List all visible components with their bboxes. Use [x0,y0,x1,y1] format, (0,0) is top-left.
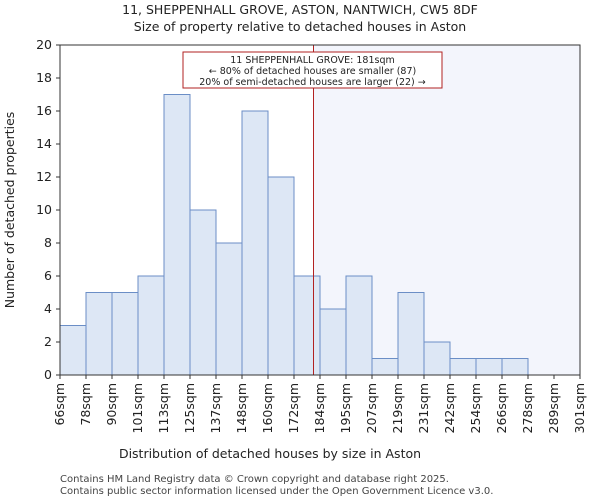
y-axis-label: Number of detached properties [2,112,17,309]
x-tick-label: 160sqm [260,383,275,433]
bar [293,275,321,376]
bar [475,358,503,376]
y-tick-label: 2 [44,334,52,349]
y-tick-label: 6 [44,268,52,283]
x-tick-label: 90sqm [104,383,119,426]
bar [137,275,165,376]
y-tick-label: 16 [36,103,52,118]
bar [397,292,425,376]
x-tick-label: 289sqm [546,383,561,433]
x-tick-label: 184sqm [312,383,327,433]
chart-subtitle: Size of property relative to detached ho… [134,19,466,34]
annotation-line: ← 80% of detached houses are smaller (87… [209,66,416,77]
bar [371,358,399,376]
bar [319,308,347,376]
footer-line-2: Contains public sector information licen… [60,486,493,497]
chart-title: 11, SHEPPENHALL GROVE, ASTON, NANTWICH, … [122,2,478,17]
bar [85,292,113,376]
y-tick-label: 18 [36,70,52,85]
annotation-line: 20% of semi-detached houses are larger (… [199,77,426,88]
x-tick-label: 66sqm [52,383,67,426]
x-tick-label: 137sqm [208,383,223,433]
x-tick-label: 78sqm [78,383,93,426]
plot-area: 0 2 4 6 8 10 12 14 16 18 20 66sqm 78sqm 90sqm 101sqm 11… [36,37,587,433]
y-tick-label: 4 [44,301,52,316]
bar [111,292,139,376]
bar [163,94,191,376]
bar [449,358,477,376]
x-tick-label: 148sqm [234,383,249,433]
y-tick-label: 10 [36,202,52,217]
annotation-box [182,51,443,89]
x-tick-label: 278sqm [520,383,535,433]
x-tick-label: 219sqm [390,383,405,433]
y-tick-label: 20 [36,37,52,52]
y-tick-label: 8 [44,235,52,250]
bar [241,110,269,376]
x-tick-label: 301sqm [572,383,587,433]
bar [267,176,295,376]
bar [423,341,451,376]
x-tick-label: 207sqm [364,383,379,433]
footer-line-1: Contains HM Land Registry data © Crown c… [60,474,449,485]
y-tick-label: 0 [44,367,52,382]
x-tick-label: 231sqm [416,383,431,433]
y-tick-label: 14 [36,136,52,151]
bar [59,325,87,376]
x-tick-label: 195sqm [338,383,353,433]
x-tick-label: 266sqm [494,383,509,433]
x-tick-label: 242sqm [442,383,457,433]
bar [501,358,529,376]
y-tick-label: 12 [36,169,52,184]
bar [345,275,373,376]
annotation-line: 11 SHEPPENHALL GROVE: 181sqm [230,55,394,66]
x-tick-label: 254sqm [468,383,483,433]
bar [215,242,243,376]
x-axis-label: Distribution of detached houses by size … [119,446,421,461]
bar [189,209,217,376]
x-tick-label: 172sqm [286,383,301,433]
x-tick-label: 113sqm [156,383,171,433]
x-tick-label: 125sqm [182,383,197,433]
x-tick-label: 101sqm [130,383,145,433]
